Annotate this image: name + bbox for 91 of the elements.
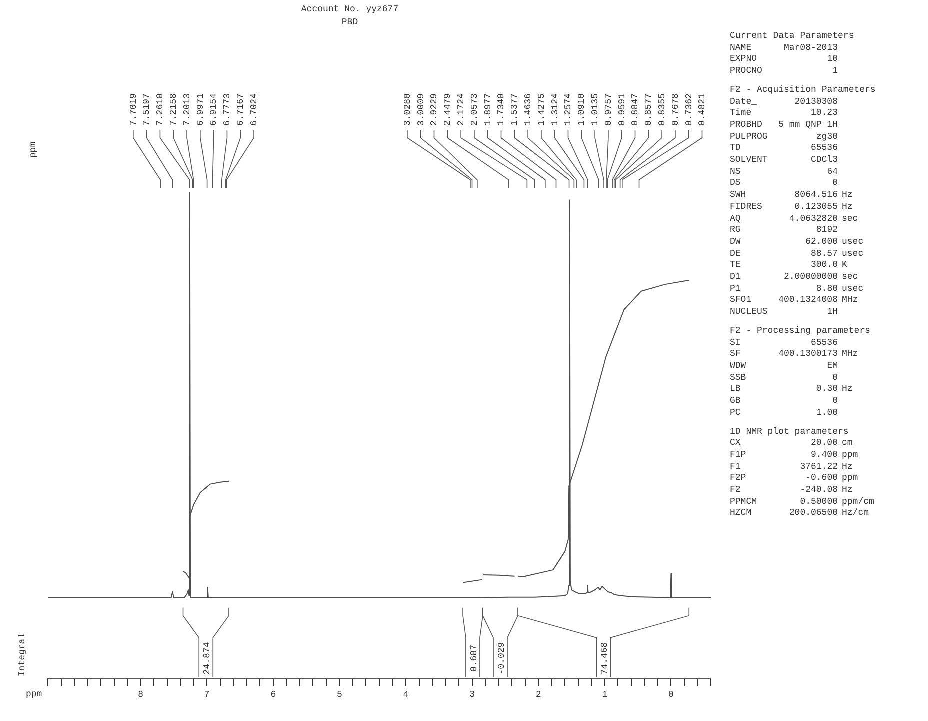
annotation: 1.0135 xyxy=(590,94,600,126)
text: Current Data Parameters xyxy=(730,31,856,43)
text: ppm xyxy=(28,142,38,158)
text: SFO1 400.1324008 MHz xyxy=(730,295,858,306)
annotation: 0.4821 xyxy=(698,94,708,126)
annotation: 0.7678 xyxy=(670,94,681,126)
annotation: 3.0280 xyxy=(402,94,413,126)
annotation: 0.9591 xyxy=(617,94,628,126)
annotation: 0.8577 xyxy=(644,94,654,126)
text: F1 3761.22 Hz xyxy=(730,462,853,472)
text: SF 400.1300173 MHz xyxy=(730,349,858,360)
text: TD 65536 xyxy=(730,143,838,154)
x-tick-label: 0 xyxy=(668,690,674,700)
annotation: 7.2610 xyxy=(156,94,166,126)
x-tick-label: 2 xyxy=(536,690,542,700)
text: HZCM 200.06500 Hz/cm xyxy=(730,508,870,518)
text: F2 -240.08 Hz xyxy=(730,485,853,496)
annotation: 0.687 xyxy=(469,645,480,672)
annotation: 1.5377 xyxy=(510,94,520,126)
annotation: 1.7340 xyxy=(496,94,507,126)
annotation: 1.4636 xyxy=(523,94,534,126)
annotation: 7.2158 xyxy=(169,94,180,126)
x-tick-label: 3 xyxy=(470,690,476,700)
text: P1 8.80 usec xyxy=(730,284,864,294)
text: PPMCM 0.50000 ppm/cm xyxy=(730,496,874,507)
annotation: 7.5197 xyxy=(142,94,152,126)
text: D1 2.00000000 sec xyxy=(730,272,858,282)
annotation: 6.7167 xyxy=(236,94,246,126)
annotation: 2.9229 xyxy=(430,94,440,126)
annotation: 6.7773 xyxy=(222,94,233,126)
text: DE 88.57 usec xyxy=(730,248,864,259)
annotation: 0.7362 xyxy=(684,94,694,126)
text: PC 1.00 xyxy=(730,408,838,418)
text: DS 0 xyxy=(730,178,838,188)
text: RG 8192 xyxy=(730,225,838,236)
annotation: 7.7019 xyxy=(128,94,139,126)
text: DW 62.000 usec xyxy=(730,236,864,247)
annotation: 1.2574 xyxy=(564,94,574,126)
text: NUCLEUS 1H xyxy=(730,307,838,318)
text: LB 0.30 Hz xyxy=(730,384,853,394)
x-tick-label: 4 xyxy=(403,690,409,700)
text: PROBHD 5 mm QNP 1H xyxy=(730,120,838,130)
text: F2P -0.600 ppm xyxy=(730,473,858,484)
x-axis-title: ppm xyxy=(26,690,42,700)
text: CX 20.00 cm xyxy=(730,438,853,448)
text: SOLVENT CDCl3 xyxy=(730,155,838,166)
text: SSB 0 xyxy=(730,372,838,383)
x-tick-label: 5 xyxy=(337,690,342,700)
text: TE 300.0 K xyxy=(730,260,848,270)
annotation: 1.4275 xyxy=(536,94,547,126)
annotation: 6.9154 xyxy=(209,94,220,126)
annotation: 6.7024 xyxy=(249,94,260,126)
chart-title: Account No. yyz677 xyxy=(301,4,399,14)
annotation: 3.0009 xyxy=(416,94,426,126)
text: PROCNO 1 xyxy=(730,66,838,76)
annotation: 1.8977 xyxy=(483,94,494,126)
text: FIDRES 0.123055 Hz xyxy=(730,202,853,212)
text: Integral xyxy=(17,633,28,677)
annotation: 2.4479 xyxy=(443,94,454,126)
x-tick-label: 6 xyxy=(270,690,276,700)
annotation: 6.9971 xyxy=(196,94,206,126)
chart-subtitle: PBD xyxy=(342,17,358,28)
annotation: 74.468 xyxy=(600,642,610,675)
annotation: 1.0910 xyxy=(577,94,588,126)
text: EXPNO 10 xyxy=(730,54,838,64)
text: F2 - Acquisition Parameters xyxy=(730,84,876,97)
text: NAME Mar08-2013 xyxy=(730,42,838,53)
text: SWH 8064.516 Hz xyxy=(730,190,853,200)
annotation: 2.0573 xyxy=(470,94,480,126)
annotation: 24.874 xyxy=(202,642,213,675)
annotation: 0.8847 xyxy=(630,94,641,126)
text: PULPROG zg30 xyxy=(730,132,838,142)
annotation: 7.2013 xyxy=(182,94,192,126)
annotation: 0.9757 xyxy=(604,94,614,126)
text: 1D NMR plot parameters xyxy=(730,426,850,438)
text: WDW EM xyxy=(730,360,838,371)
text: SI 65536 xyxy=(730,338,838,348)
text: Date_ 20130308 xyxy=(730,96,838,107)
text: AQ 4.0632820 sec xyxy=(730,214,858,224)
x-tick-label: 1 xyxy=(602,690,608,700)
text: F1P 9.400 ppm xyxy=(730,450,858,460)
text: Time 10.23 xyxy=(730,108,838,118)
text: NS 64 xyxy=(730,166,838,177)
x-tick-label: 8 xyxy=(138,690,144,700)
text: GB 0 xyxy=(730,396,838,406)
x-tick-label: 7 xyxy=(204,690,210,700)
annotation: 2.1724 xyxy=(456,94,466,126)
annotation: 1.3124 xyxy=(550,94,560,126)
annotation: 0.8355 xyxy=(657,94,668,126)
annotation: -0.029 xyxy=(496,642,507,675)
text: F2 - Processing parameters xyxy=(730,326,872,338)
